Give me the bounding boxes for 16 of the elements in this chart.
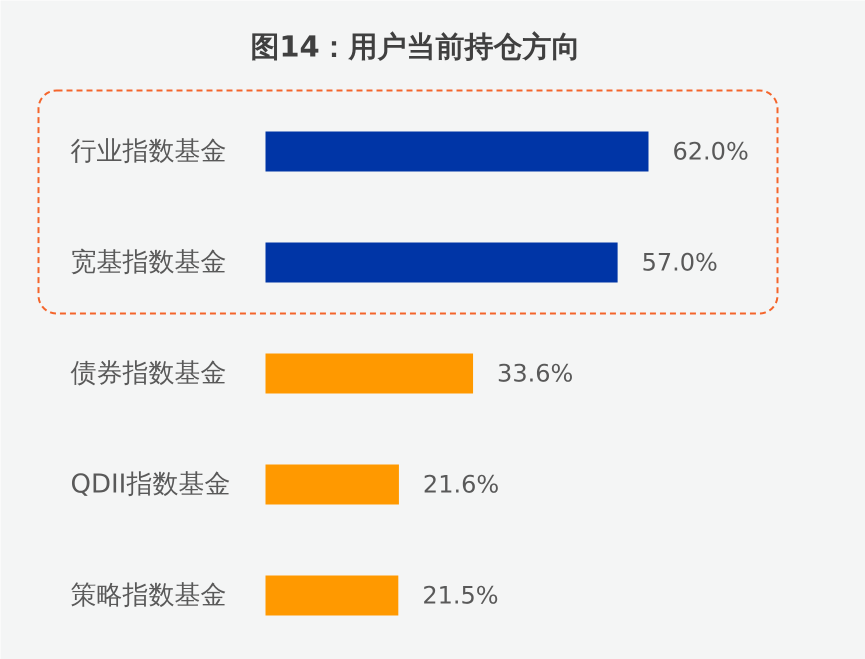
y-tick-label: 行业指数基金 (70, 136, 226, 166)
data-label: 62.0% (672, 138, 749, 166)
y-tick-label: 债券指数基金 (70, 358, 226, 388)
bar (266, 242, 618, 282)
bar (266, 132, 648, 172)
data-label: 33.6% (497, 360, 574, 388)
y-tick-label: QDII指数基金 (70, 470, 230, 500)
data-label: 21.6% (422, 470, 500, 498)
y-tick-label: 宽基指数基金 (70, 248, 226, 278)
data-label: 21.5% (422, 582, 499, 610)
chart-title: 图14：用户当前持仓方向 (250, 30, 581, 64)
bar (266, 464, 399, 504)
y-tick-label: 策略指数基金 (70, 580, 226, 610)
bar (266, 576, 398, 616)
bar (266, 354, 474, 394)
data-label: 57.0% (642, 248, 718, 276)
